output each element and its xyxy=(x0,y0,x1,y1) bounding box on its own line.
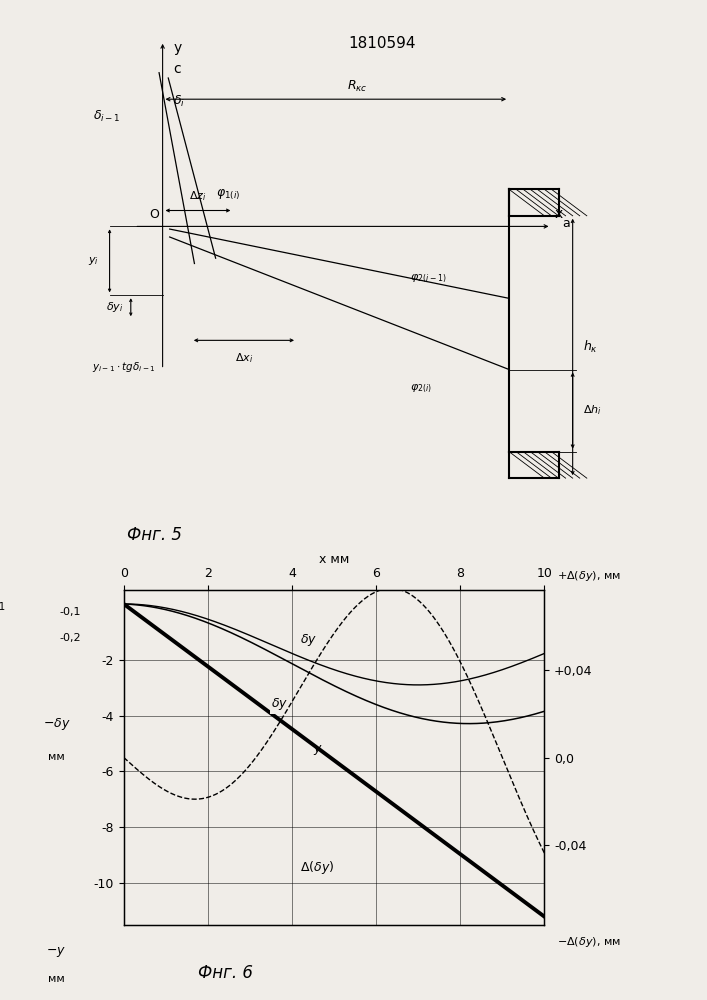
Text: y: y xyxy=(173,41,182,55)
Text: $\Delta h_i$: $\Delta h_i$ xyxy=(583,404,602,417)
Text: $y_i$: $y_i$ xyxy=(88,255,99,267)
Text: -0,2: -0,2 xyxy=(60,633,81,643)
Text: $-\Delta(\delta y)$, мм: $-\Delta(\delta y)$, мм xyxy=(557,935,621,949)
Text: $\delta y$: $\delta y$ xyxy=(300,632,317,648)
Text: $-\delta y$: $-\delta y$ xyxy=(42,716,70,732)
Text: мм: мм xyxy=(48,752,65,762)
Text: $+\Delta(\delta y)$, мм: $+\Delta(\delta y)$, мм xyxy=(557,569,621,583)
Text: $\delta_i$: $\delta_i$ xyxy=(173,94,185,109)
Text: $\varphi_{2(i)}$: $\varphi_{2(i)}$ xyxy=(410,383,432,395)
Text: O: O xyxy=(149,208,159,221)
Text: a: a xyxy=(562,217,570,230)
Text: Фнг. 6: Фнг. 6 xyxy=(198,964,253,982)
Text: $\Delta(\delta y)$: $\Delta(\delta y)$ xyxy=(300,859,334,876)
Text: $\varphi_{1(i)}$: $\varphi_{1(i)}$ xyxy=(216,188,240,202)
Text: $\varphi_{2(i-1)}$: $\varphi_{2(i-1)}$ xyxy=(410,272,446,285)
Text: $\Delta x_i$: $\Delta x_i$ xyxy=(235,351,253,365)
Text: c: c xyxy=(173,62,181,76)
X-axis label: x мм: x мм xyxy=(319,553,349,566)
Text: мм: мм xyxy=(48,974,65,984)
Text: $y_{i-1} \cdot tg\delta_{i-1}$: $y_{i-1} \cdot tg\delta_{i-1}$ xyxy=(92,360,156,374)
Text: 1810594: 1810594 xyxy=(348,36,416,51)
Text: $\delta y_i$: $\delta y_i$ xyxy=(106,300,124,314)
Text: -0,1: -0,1 xyxy=(60,607,81,617)
Text: $-y$: $-y$ xyxy=(47,945,66,959)
Text: x: x xyxy=(555,207,563,221)
Text: $\delta y$: $\delta y$ xyxy=(271,696,288,712)
Text: $h_{\kappa}$: $h_{\kappa}$ xyxy=(583,339,598,355)
Text: $\delta_{i-1}$: $\delta_{i-1}$ xyxy=(93,109,120,124)
Text: $R_{\kappa c}$: $R_{\kappa c}$ xyxy=(346,79,368,94)
Text: -0.1: -0.1 xyxy=(0,602,6,612)
Text: Фнг. 5: Фнг. 5 xyxy=(127,526,182,544)
Text: $y$: $y$ xyxy=(313,743,323,757)
Text: $\Delta z_i$: $\Delta z_i$ xyxy=(189,189,206,203)
